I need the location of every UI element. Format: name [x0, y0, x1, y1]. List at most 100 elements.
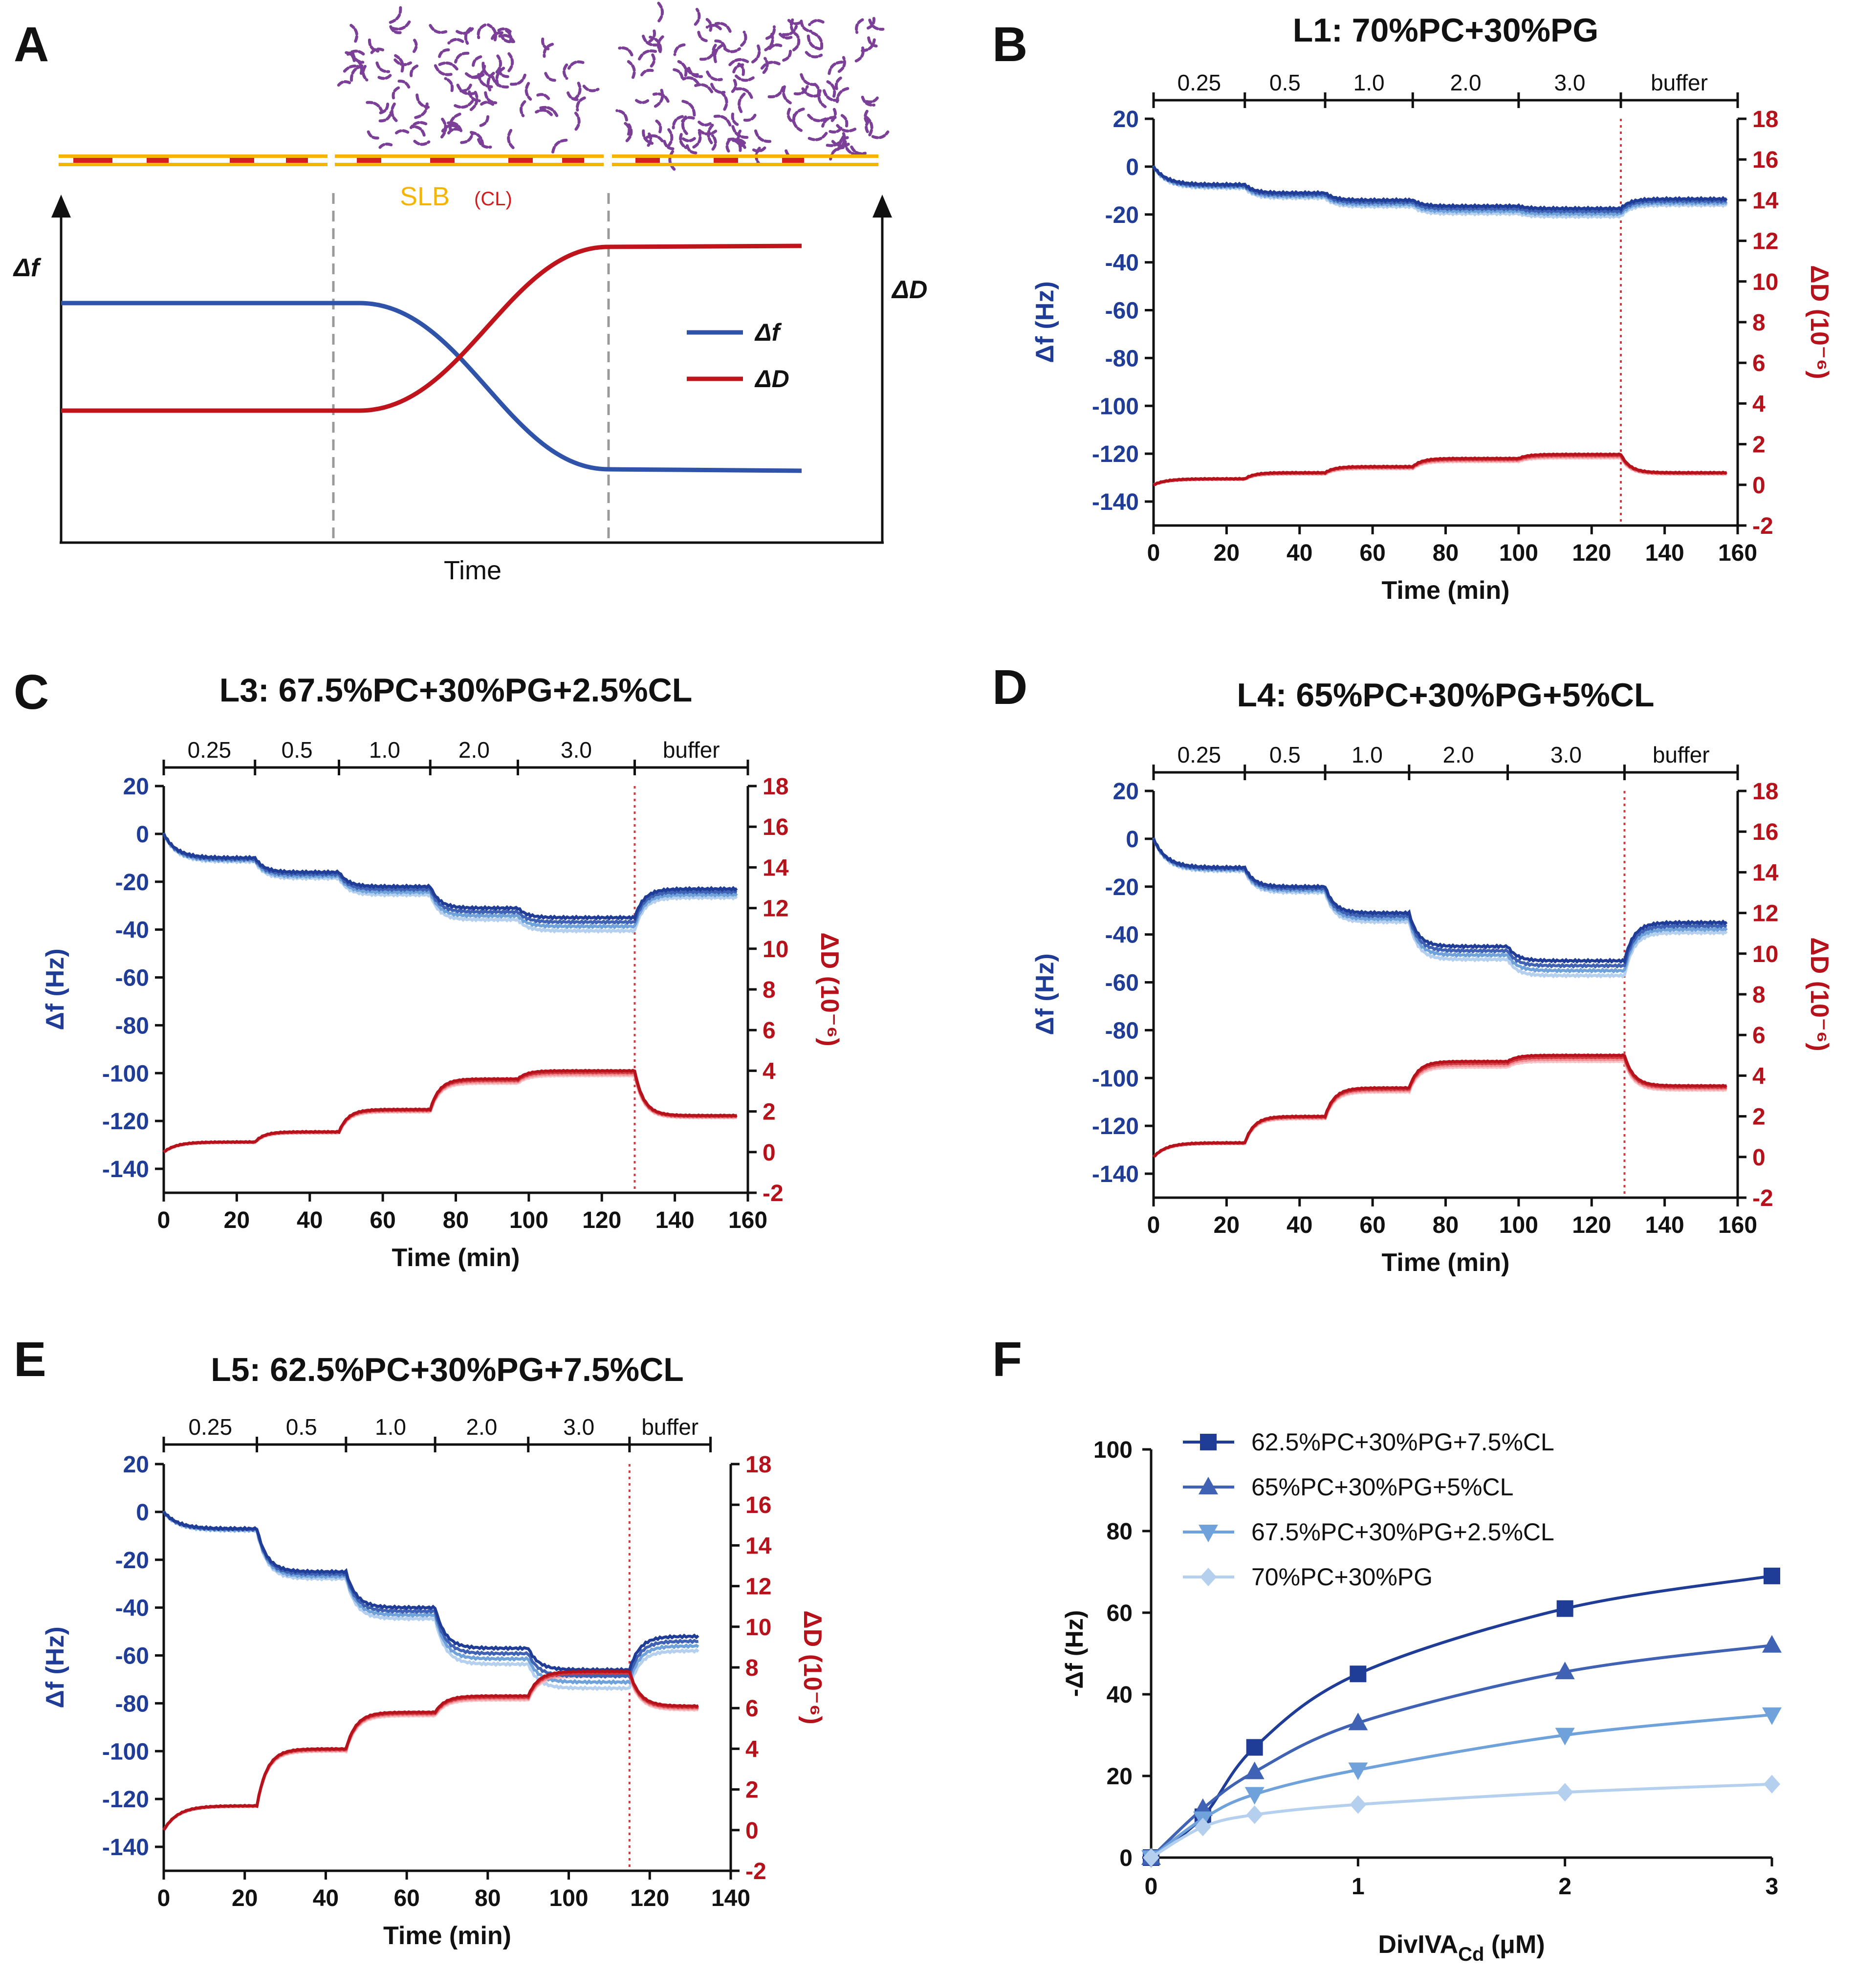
f-x-tick-label: 3 — [1766, 1874, 1779, 1900]
panel-label-d: D — [992, 660, 1027, 715]
protein-filament — [486, 23, 497, 42]
df-overtone-trace — [162, 1511, 699, 1691]
data-point — [1764, 1567, 1780, 1584]
right-tick-label: 18 — [1752, 779, 1778, 805]
f-y-tick-label: 0 — [1119, 1845, 1133, 1871]
right-tick-label: 16 — [1752, 147, 1778, 173]
data-point — [1200, 1434, 1217, 1450]
protein-filament — [471, 65, 486, 79]
protein-filament — [409, 121, 428, 130]
left-tick-label: -100 — [1092, 1066, 1139, 1092]
x-tick-label: 0 — [1147, 1212, 1160, 1238]
data-point — [1143, 1848, 1159, 1867]
protein-filament — [767, 43, 783, 52]
protein-filament — [429, 24, 448, 34]
f-x-tick-label: 2 — [1558, 1874, 1571, 1900]
data-point — [1348, 1762, 1368, 1780]
left-tick-label: 0 — [1126, 827, 1139, 853]
right-tick-label: 2 — [1752, 432, 1766, 458]
right-tick-label: 4 — [745, 1736, 759, 1762]
protein-filament — [524, 82, 532, 101]
protein-cloud — [336, 1, 890, 171]
right-tick-label: 10 — [1752, 942, 1778, 967]
injection-label: 0.5 — [1269, 742, 1301, 767]
left-tick-label: -40 — [1105, 922, 1139, 948]
protein-filament — [782, 48, 792, 62]
injection-label: 3.0 — [563, 1414, 594, 1440]
protein-filament — [720, 91, 728, 111]
x-tick-label: 20 — [1214, 540, 1240, 566]
protein-filament — [697, 31, 710, 43]
x-tick-label: 20 — [1214, 1212, 1240, 1238]
protein-filament — [694, 8, 701, 26]
df-overtone-trace — [162, 833, 738, 921]
protein-filament — [738, 92, 746, 114]
legend-label: 67.5%PC+30%PG+2.5%CL — [1251, 1518, 1554, 1546]
protein-filament — [389, 25, 403, 34]
right-tick-label: 0 — [1752, 473, 1766, 499]
protein-filament — [469, 90, 479, 111]
right-tick-label: -2 — [1752, 513, 1773, 539]
legend-label: 70%PC+30%PG — [1251, 1563, 1433, 1591]
right-tick-label: 8 — [763, 977, 776, 1003]
protein-filament — [495, 66, 505, 88]
left-tick-label: -80 — [115, 1013, 149, 1039]
protein-filament — [800, 73, 817, 86]
protein-filament — [754, 129, 772, 143]
protein-filament — [456, 84, 475, 95]
df-overtone-trace — [1152, 165, 1728, 219]
dD-overtone-trace — [163, 1069, 738, 1154]
protein-filament — [705, 23, 722, 30]
schematic-time-label: Time — [444, 556, 502, 585]
right-axis-label: ΔD (10⁻⁶) — [1805, 937, 1833, 1051]
protein-filament — [642, 34, 658, 47]
protein-filament — [573, 82, 582, 101]
cl-lipid-mark — [73, 158, 112, 163]
right-axis-label: ΔD (10⁻⁶) — [798, 1610, 827, 1724]
protein-filament — [367, 130, 381, 140]
protein-filament — [389, 5, 402, 24]
protein-filament — [394, 54, 404, 73]
protein-filament — [836, 132, 846, 151]
right-tick-label: 6 — [745, 1696, 759, 1722]
injection-label: 0.5 — [282, 737, 313, 763]
protein-filament — [346, 49, 365, 56]
panel-a-schematic: SLB (CL) Δf ΔD Time Δf ΔD — [13, 1, 927, 585]
protein-filament — [646, 131, 653, 147]
panel-label-c: C — [14, 665, 49, 720]
protein-filament — [871, 130, 890, 139]
left-tick-label: -60 — [115, 965, 149, 991]
protein-filament — [805, 51, 823, 59]
data-point — [1350, 1665, 1367, 1683]
right-tick-label: 12 — [1752, 901, 1778, 927]
protein-filament — [834, 76, 842, 92]
protein-filament — [454, 100, 474, 109]
f-x-tick-label: 0 — [1145, 1874, 1158, 1900]
chart-title: L4: 65%PC+30%PG+5%CL — [1237, 677, 1654, 714]
left-tick-label: -120 — [1092, 1114, 1139, 1139]
right-tick-label: 8 — [745, 1655, 759, 1681]
protein-filament — [539, 106, 559, 117]
protein-filament — [654, 118, 662, 133]
panel-d-chart: 200-20-40-60-80-100-120-1401816141210864… — [1031, 677, 1833, 1277]
x-tick-label: 160 — [1718, 1212, 1757, 1238]
x-axis-label: Time (min) — [383, 1922, 511, 1950]
cl-lipid-mark — [286, 158, 308, 163]
df-overtone-trace — [162, 833, 738, 934]
protein-filament — [682, 76, 699, 85]
x-tick-label: 20 — [224, 1207, 250, 1233]
df-overtone-trace — [1152, 838, 1728, 964]
x-tick-label: 160 — [728, 1207, 767, 1233]
protein-filament — [377, 72, 393, 80]
x-tick-label: 40 — [1287, 540, 1312, 566]
protein-filament — [807, 131, 828, 141]
right-tick-label: 14 — [1752, 860, 1779, 886]
data-point — [1244, 1761, 1265, 1779]
protein-filament — [365, 101, 384, 114]
injection-label: 0.25 — [1178, 742, 1222, 767]
x-tick-label: 40 — [313, 1885, 339, 1911]
protein-filament — [484, 91, 498, 105]
protein-filament — [673, 43, 686, 56]
left-axis-label: Δf (Hz) — [1031, 281, 1059, 363]
protein-filament — [762, 57, 769, 74]
